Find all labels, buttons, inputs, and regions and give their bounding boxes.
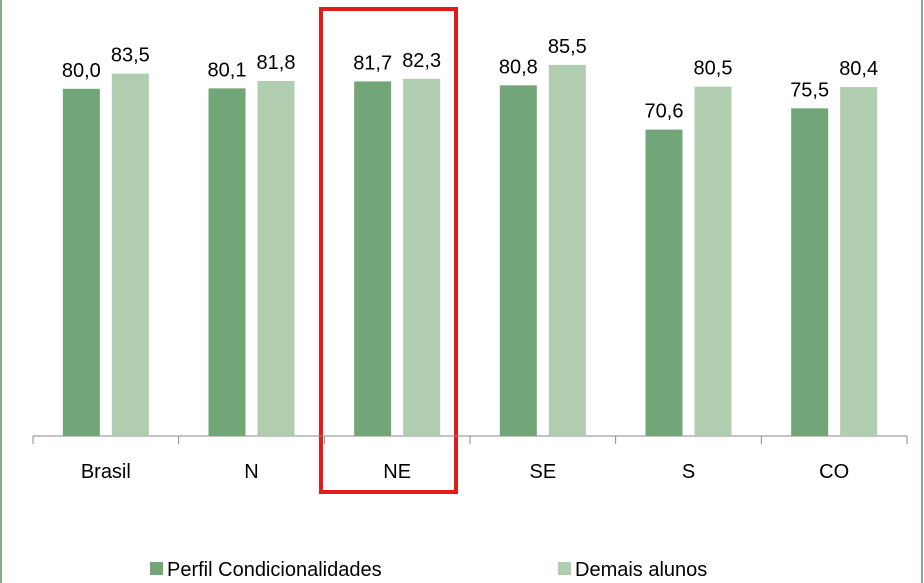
data-label: 80,4 — [839, 58, 878, 80]
bar — [62, 88, 100, 437]
bar — [354, 81, 392, 436]
bar — [257, 80, 295, 436]
bar — [548, 64, 586, 437]
x-tick-label: N — [244, 461, 258, 483]
data-label: 80,8 — [499, 56, 538, 78]
x-tick-label: NE — [383, 461, 411, 483]
bar — [791, 108, 829, 436]
bar — [694, 86, 732, 436]
legend-swatch — [150, 562, 163, 575]
data-label: 80,1 — [208, 59, 247, 81]
data-label: 80,0 — [62, 60, 101, 82]
legend-label: Perfil Condicionalidades — [167, 559, 382, 581]
data-label: 70,6 — [645, 101, 684, 123]
x-tick-label: Brasil — [81, 461, 131, 483]
bar — [645, 129, 683, 436]
data-label: 82,3 — [402, 50, 441, 72]
data-label: 83,5 — [111, 45, 150, 67]
x-tick-label: SE — [529, 461, 556, 483]
data-label: 85,5 — [548, 36, 587, 58]
data-label: 81,7 — [353, 52, 392, 74]
legend-label: Demais alunos — [575, 559, 707, 581]
data-label: 75,5 — [790, 79, 829, 101]
x-tick-label: S — [682, 461, 695, 483]
x-tick-label: CO — [819, 461, 849, 483]
data-label: 81,8 — [257, 52, 296, 74]
data-label: 80,5 — [694, 58, 733, 80]
bar — [403, 78, 441, 437]
legend-swatch — [558, 562, 571, 575]
highlight-box — [319, 7, 458, 494]
bar — [499, 85, 537, 436]
bar — [208, 88, 246, 436]
bar — [840, 87, 878, 437]
bar — [111, 73, 149, 437]
